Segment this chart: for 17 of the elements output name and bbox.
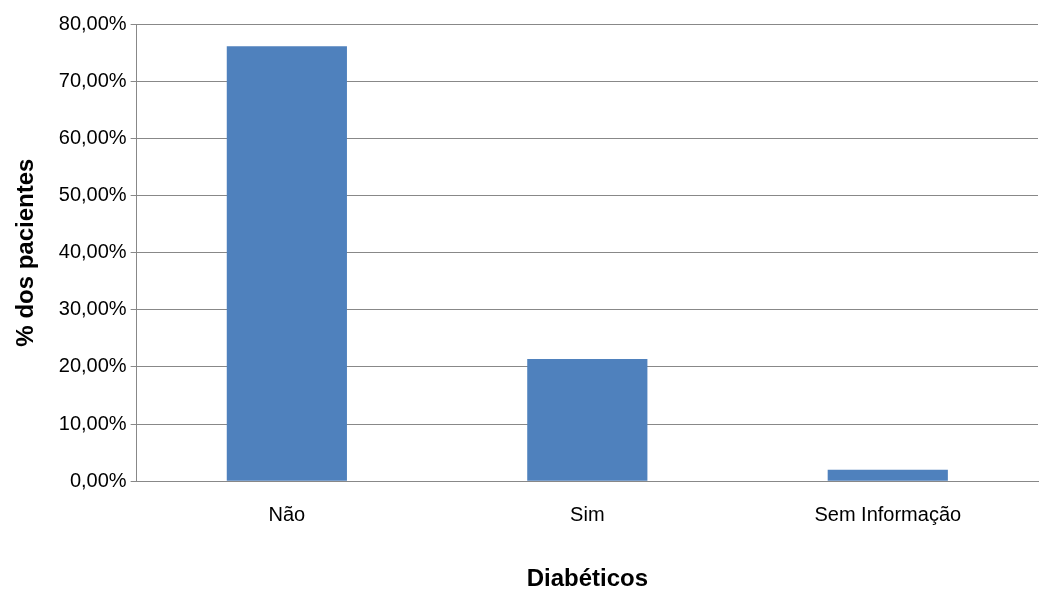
- bar: [527, 358, 648, 481]
- x-axis-title: Diabéticos: [526, 564, 648, 592]
- x-tick-label: Sem Informação: [814, 502, 962, 525]
- y-tick-label: 30,00%: [58, 297, 127, 320]
- x-tick-label: Sim: [570, 502, 605, 525]
- x-tick-label: Não: [268, 502, 306, 525]
- y-tick-label: 70,00%: [58, 68, 127, 91]
- y-tick-label: 80,00%: [58, 11, 127, 34]
- y-tick-label: 10,00%: [58, 411, 127, 434]
- bar: [827, 469, 948, 481]
- y-axis-title: % dos pacientes: [11, 158, 39, 347]
- bar: [226, 46, 347, 481]
- y-tick-label: 50,00%: [58, 182, 127, 205]
- y-tick-label: 40,00%: [58, 240, 127, 263]
- y-tick-label: 20,00%: [58, 354, 127, 377]
- y-tick-label: 60,00%: [58, 125, 127, 148]
- y-tick-label: 0,00%: [69, 468, 127, 491]
